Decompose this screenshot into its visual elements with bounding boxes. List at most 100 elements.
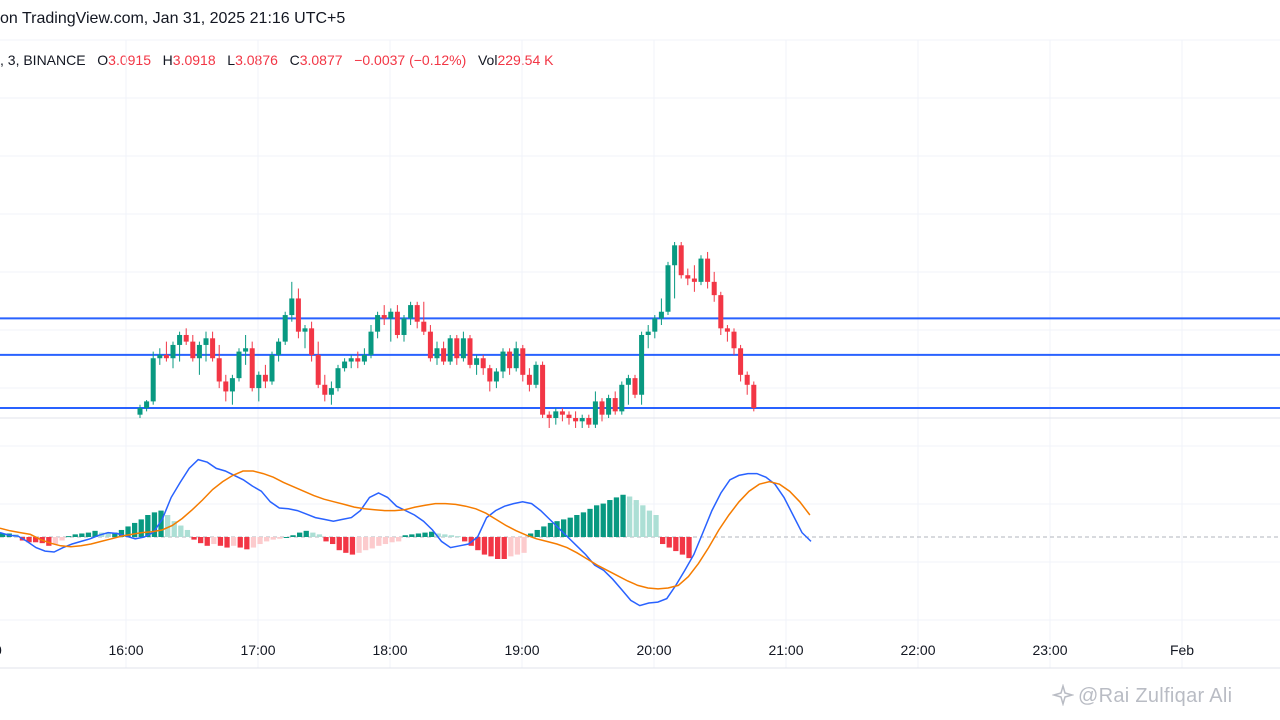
macd-histogram-bar-65: [429, 531, 435, 537]
candle-body-87: [711, 281, 717, 296]
macd-histogram-bar-48: [316, 534, 323, 537]
candle-body-73: [619, 384, 625, 412]
candle-body-4: [163, 354, 169, 359]
macd-histogram-bar-92: [607, 500, 613, 537]
macd-histogram-bar-24: [158, 510, 164, 537]
macd-histogram-bar-94: [620, 494, 626, 537]
candle-body-72: [612, 398, 618, 412]
candle-body-33: [355, 358, 361, 362]
macd-histogram-bar-86: [567, 517, 573, 537]
candle-body-28: [322, 384, 328, 395]
macd-histogram-bar-20: [132, 522, 138, 537]
high-value: 3.0918: [172, 52, 216, 68]
candle-body-39: [394, 311, 400, 335]
candle-body-60: [533, 364, 539, 385]
candle-body-44: [427, 331, 433, 359]
macd-histogram-bar-46: [303, 530, 309, 537]
macd-histogram-bar-58: [382, 537, 389, 545]
macd-histogram-bar-89: [587, 508, 593, 537]
candle-body-10: [203, 338, 209, 345]
candle-body-23: [289, 298, 295, 316]
candle-body-2: [150, 358, 156, 402]
macd-histogram-bar-83: [547, 522, 554, 537]
macd-histogram-bar-25: [165, 515, 171, 537]
macd-histogram-bar-44: [290, 535, 296, 537]
x-tick-label-6: 21:00: [768, 642, 803, 658]
macd-histogram-bar-39: [257, 537, 263, 545]
macd-histogram-bar-73: [481, 537, 488, 555]
macd-histogram-bar-14: [92, 530, 98, 537]
candle-body-81: [672, 245, 678, 266]
candle-body-52: [480, 358, 486, 369]
macd-histogram-bar-38: [250, 537, 257, 548]
macd-histogram-bar-34: [224, 537, 230, 548]
macd-histogram-bar-8: [52, 537, 59, 545]
candle-body-17: [249, 348, 255, 389]
candle-body-40: [401, 318, 407, 335]
x-tick-label-3: 18:00: [372, 642, 407, 658]
candle-body-19: [262, 374, 268, 382]
macd-histogram-bar-26: [171, 521, 177, 537]
candle-body-70: [599, 401, 605, 415]
macd-histogram-bar-41: [270, 537, 276, 540]
macd-histogram-bar-102: [673, 537, 679, 552]
candle-body-93: [751, 384, 757, 409]
candle-body-31: [342, 361, 348, 369]
macd-histogram-bar-22: [145, 515, 151, 537]
candle-body-7: [183, 334, 189, 342]
candle-body-8: [190, 341, 196, 359]
ohlc-legend: , 3, BINANCE O3.0915 H3.0918 L3.0876 C3.…: [0, 52, 554, 68]
open-value: 3.0915: [108, 52, 151, 68]
macd-histogram-bar-12: [79, 533, 85, 537]
x-tick-label-9: Feb: [1170, 642, 1194, 658]
x-tick-label-7: 22:00: [900, 642, 935, 658]
candle-body-15: [236, 351, 242, 379]
macd-histogram-bar-104: [686, 537, 692, 559]
macd-histogram-bar-103: [679, 537, 686, 555]
candle-body-82: [678, 245, 684, 276]
candle-body-76: [639, 334, 645, 395]
macd-histogram-bar-68: [448, 535, 455, 537]
macd-histogram-bar-66: [435, 533, 441, 537]
candle-body-79: [658, 311, 664, 319]
macd-histogram-bar-99: [653, 515, 659, 537]
candle-body-65: [566, 414, 572, 418]
candle-body-37: [381, 315, 387, 319]
candle-body-59: [526, 374, 532, 385]
candle-body-54: [493, 371, 499, 382]
macd-histogram-bar-17: [112, 532, 118, 537]
macd-histogram-bar-97: [640, 505, 646, 537]
candle-body-9: [196, 344, 202, 359]
macd-histogram-bar-72: [475, 537, 481, 551]
close-label: C: [289, 52, 300, 68]
x-tick-label-4: 19:00: [504, 642, 539, 658]
candle-body-83: [685, 275, 691, 279]
chart-header-title: on TradingView.com, Jan 31, 2025 21:16 U…: [0, 10, 346, 27]
close-value: 3.0877: [299, 52, 343, 68]
candle-body-41: [408, 305, 414, 319]
macd-histogram-bar-27: [178, 525, 184, 537]
change-value: −0.0037 (−0.12%): [354, 52, 467, 68]
candle-body-64: [559, 411, 565, 415]
macd-histogram-bar-84: [554, 521, 560, 537]
candle-body-34: [361, 354, 367, 362]
watermark: @Rai Zulfiqar Ali: [1051, 683, 1232, 708]
candle-body-49: [460, 338, 466, 359]
candle-body-61: [540, 364, 546, 415]
macd-histogram-bar-50: [330, 537, 336, 545]
macd-histogram-bar-51: [336, 537, 342, 551]
macd-histogram-bar-32: [211, 537, 217, 545]
macd-histogram-bar-37: [244, 537, 250, 550]
symbol-label: , 3, BINANCE: [0, 52, 86, 68]
macd-histogram-bar-96: [633, 500, 639, 537]
candle-body-92: [744, 374, 750, 385]
candle-body-5: [170, 344, 176, 359]
candle-body-32: [348, 358, 354, 362]
candle-body-13: [223, 381, 229, 392]
macd-histogram-bar-77: [508, 537, 514, 557]
candle-body-29: [328, 388, 334, 395]
candle-body-36: [375, 315, 381, 332]
candle-body-57: [513, 348, 519, 369]
candle-body-45: [434, 348, 440, 359]
